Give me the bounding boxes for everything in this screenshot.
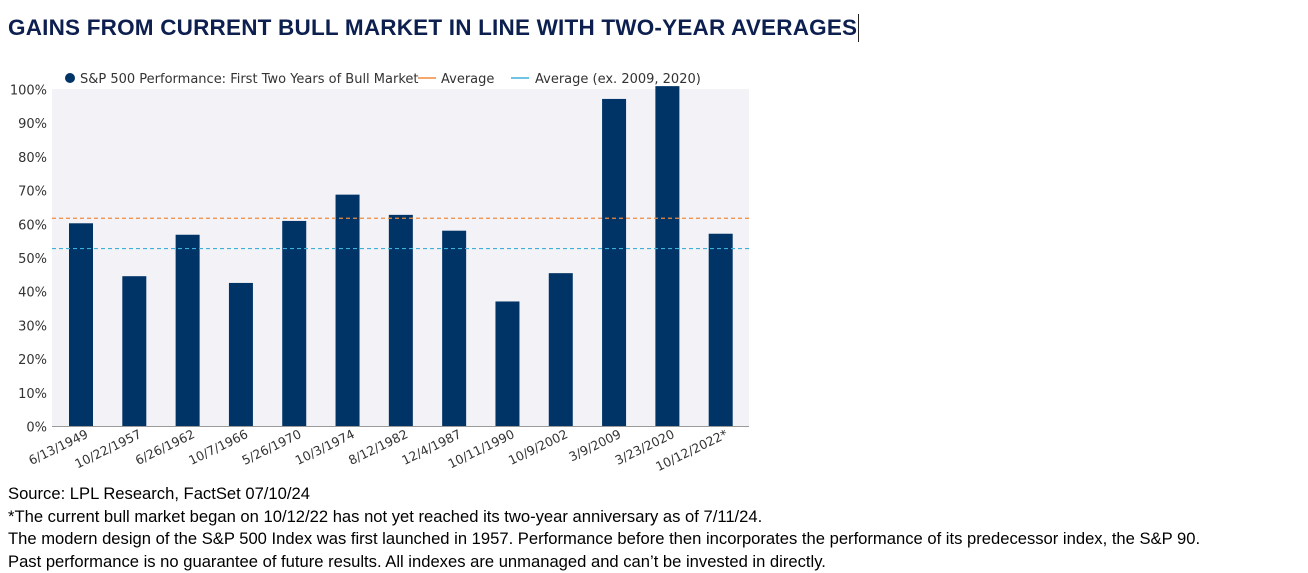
- y-tick-label: 70%: [18, 185, 47, 200]
- bar-3-9-2009: [602, 98, 627, 427]
- legend-marker-bars: [65, 73, 75, 83]
- bar-8-12-1982: [388, 214, 413, 427]
- bar-chart: 0% 10% 20% 30% 40% 50% 60% 70% 80% 90% 100% 6/13/1…: [10, 72, 749, 474]
- footnote-index-design: The modern design of the S&P 500 Index w…: [8, 529, 1201, 549]
- legend-label-average: Average: [441, 72, 494, 87]
- bar-5-26-1970: [282, 220, 307, 427]
- y-tick-label: 80%: [18, 151, 47, 166]
- bar-10-9-2002: [548, 273, 573, 427]
- x-tick-label: 8/12/1982: [346, 426, 410, 468]
- bar-10-12-2022: [708, 233, 733, 427]
- x-tick-label: 10/9/2002: [506, 426, 570, 468]
- x-tick-label: 5/26/1970: [239, 426, 303, 468]
- y-tick-label: 20%: [18, 353, 47, 368]
- y-tick-label: 100%: [10, 84, 47, 99]
- bar-12-4-1987: [442, 230, 467, 427]
- legend-label-bars: S&P 500 Performance: First Two Years of …: [80, 72, 419, 87]
- bar-6-26-1962: [175, 234, 200, 427]
- y-tick-label: 90%: [18, 117, 47, 132]
- bar-10-3-1974: [335, 194, 360, 427]
- legend: S&P 500 Performance: First Two Years of …: [65, 72, 701, 87]
- x-tick-label: 10/7/1966: [186, 426, 250, 468]
- y-tick-label: 40%: [18, 286, 47, 301]
- bar-3-23-2020: [655, 86, 680, 427]
- x-tick-label: 10/3/1974: [293, 426, 357, 468]
- y-tick-label: 30%: [18, 319, 47, 334]
- x-tick-label: 6/26/1962: [133, 426, 197, 468]
- x-axis: 6/13/194910/22/19576/26/196210/7/19665/2…: [26, 426, 730, 474]
- disclaimer-note: Past performance is no guarantee of futu…: [8, 551, 826, 571]
- footnote-current-bull: *The current bull market began on 10/12/…: [8, 506, 763, 526]
- bar-10-11-1990: [495, 301, 520, 427]
- y-tick-label: 50%: [18, 252, 47, 267]
- bar-10-22-1957: [122, 276, 147, 427]
- y-axis: 0% 10% 20% 30% 40% 50% 60% 70% 80% 90% 100%: [10, 84, 47, 436]
- bars: [69, 86, 733, 427]
- y-tick-label: 10%: [18, 387, 47, 402]
- y-tick-label: 60%: [18, 218, 47, 233]
- source-note: Source: LPL Research, FactSet 07/10/24: [8, 484, 310, 503]
- legend-label-average-ex: Average (ex. 2009, 2020): [535, 72, 701, 87]
- bar-10-7-1966: [228, 282, 253, 427]
- y-tick-label: 0%: [26, 421, 47, 436]
- bar-6-13-1949: [69, 223, 93, 427]
- footnotes: Source: LPL Research, FactSet 07/10/24 *…: [8, 483, 1200, 573]
- chart-title: GAINS FROM CURRENT BULL MARKET IN LINE W…: [8, 14, 860, 42]
